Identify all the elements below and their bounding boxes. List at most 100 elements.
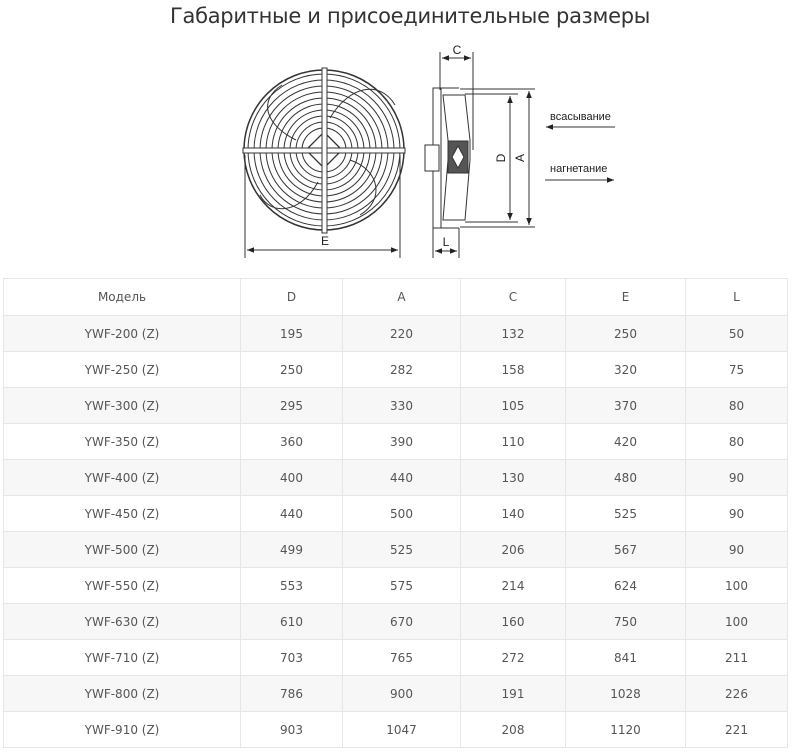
cell-model: YWF-250 (Z) [3, 351, 241, 388]
header-e: E [565, 278, 686, 316]
cell-l: 90 [685, 531, 788, 568]
cell-model: YWF-450 (Z) [3, 495, 241, 532]
header-l: L [685, 278, 788, 316]
cell-l: 50 [685, 315, 788, 352]
cell-c: 191 [460, 675, 566, 712]
cell-d: 195 [240, 315, 343, 352]
cell-l: 221 [685, 711, 788, 748]
cell-c: 208 [460, 711, 566, 748]
cell-e: 1120 [565, 711, 686, 748]
cell-l: 211 [685, 639, 788, 676]
cell-e: 567 [565, 531, 686, 568]
cell-d: 440 [240, 495, 343, 532]
cell-e: 1028 [565, 675, 686, 712]
cell-l: 226 [685, 675, 788, 712]
cell-e: 525 [565, 495, 686, 532]
dimension-d-a [460, 88, 535, 228]
fan-dimension-diagram: E C D A L всасывание нагнетание [242, 43, 615, 258]
cell-a: 220 [342, 315, 461, 352]
fan-front-view [242, 67, 406, 234]
cell-e: 480 [565, 459, 686, 496]
dimensions-table: Модель D A C E L YWF-200 (Z) 195 220 132 250… [3, 278, 788, 748]
cell-c: 214 [460, 567, 566, 604]
cell-a: 575 [342, 567, 461, 604]
cell-a: 500 [342, 495, 461, 532]
suction-label: всасывание [550, 111, 611, 123]
cell-c: 160 [460, 603, 566, 640]
table-row: YWF-800 (Z) 786 900 191 1028 226 [3, 675, 788, 712]
table-row: YWF-250 (Z) 250 282 158 320 75 [3, 351, 788, 388]
cell-model: YWF-400 (Z) [3, 459, 241, 496]
cell-e: 841 [565, 639, 686, 676]
discharge-label: нагнетание [550, 163, 607, 175]
cell-model: YWF-710 (Z) [3, 639, 241, 676]
cell-a: 525 [342, 531, 461, 568]
cell-c: 158 [460, 351, 566, 388]
cell-c: 272 [460, 639, 566, 676]
cell-model: YWF-630 (Z) [3, 603, 241, 640]
fan-side-view [424, 87, 471, 229]
cell-a: 1047 [342, 711, 461, 748]
table-row: YWF-200 (Z) 195 220 132 250 50 [3, 315, 788, 352]
table-row: YWF-550 (Z) 553 575 214 624 100 [3, 567, 788, 604]
cell-c: 110 [460, 423, 566, 460]
cell-a: 390 [342, 423, 461, 460]
cell-d: 250 [240, 351, 343, 388]
table-row: YWF-500 (Z) 499 525 206 567 90 [3, 531, 788, 568]
header-model: Модель [3, 278, 241, 316]
cell-model: YWF-550 (Z) [3, 567, 241, 604]
cell-e: 370 [565, 387, 686, 424]
cell-l: 100 [685, 567, 788, 604]
dimension-e [244, 155, 401, 258]
cell-c: 140 [460, 495, 566, 532]
cell-a: 765 [342, 639, 461, 676]
cell-d: 499 [240, 531, 343, 568]
cell-model: YWF-350 (Z) [3, 423, 241, 460]
cell-d: 903 [240, 711, 343, 748]
cell-d: 786 [240, 675, 343, 712]
page-title: Габаритные и присоединительные размеры [170, 4, 650, 28]
cell-e: 750 [565, 603, 686, 640]
cell-l: 80 [685, 423, 788, 460]
label-d: D [494, 153, 508, 162]
table-row: YWF-910 (Z) 903 1047 208 1120 221 [3, 711, 788, 748]
cell-l: 100 [685, 603, 788, 640]
cell-a: 670 [342, 603, 461, 640]
cell-model: YWF-800 (Z) [3, 675, 241, 712]
table-row: YWF-400 (Z) 400 440 130 480 90 [3, 459, 788, 496]
cell-c: 132 [460, 315, 566, 352]
cell-d: 295 [240, 387, 343, 424]
cell-e: 624 [565, 567, 686, 604]
cell-e: 420 [565, 423, 686, 460]
cell-a: 330 [342, 387, 461, 424]
header-a: A [342, 278, 461, 316]
dimension-c [439, 52, 474, 150]
table-row: YWF-710 (Z) 703 765 272 841 211 [3, 639, 788, 676]
header-c: C [460, 278, 566, 316]
table-row: YWF-350 (Z) 360 390 110 420 80 [3, 423, 788, 460]
cell-c: 130 [460, 459, 566, 496]
table-header-row: Модель D A C E L [3, 278, 788, 316]
cell-model: YWF-500 (Z) [3, 531, 241, 568]
header-d: D [240, 278, 343, 316]
cell-d: 703 [240, 639, 343, 676]
label-a: A [513, 154, 527, 162]
label-c: C [453, 43, 462, 57]
cell-model: YWF-200 (Z) [3, 315, 241, 352]
cell-c: 105 [460, 387, 566, 424]
cell-l: 90 [685, 459, 788, 496]
cell-l: 90 [685, 495, 788, 532]
cell-e: 250 [565, 315, 686, 352]
cell-d: 610 [240, 603, 343, 640]
cell-l: 80 [685, 387, 788, 424]
cell-d: 360 [240, 423, 343, 460]
table-row: YWF-300 (Z) 295 330 105 370 80 [3, 387, 788, 424]
table-row: YWF-450 (Z) 440 500 140 525 90 [3, 495, 788, 532]
label-e: E [321, 234, 329, 248]
cell-d: 400 [240, 459, 343, 496]
table-row: YWF-630 (Z) 610 670 160 750 100 [3, 603, 788, 640]
cell-a: 282 [342, 351, 461, 388]
label-l: L [443, 235, 450, 249]
cell-model: YWF-300 (Z) [3, 387, 241, 424]
cell-c: 206 [460, 531, 566, 568]
